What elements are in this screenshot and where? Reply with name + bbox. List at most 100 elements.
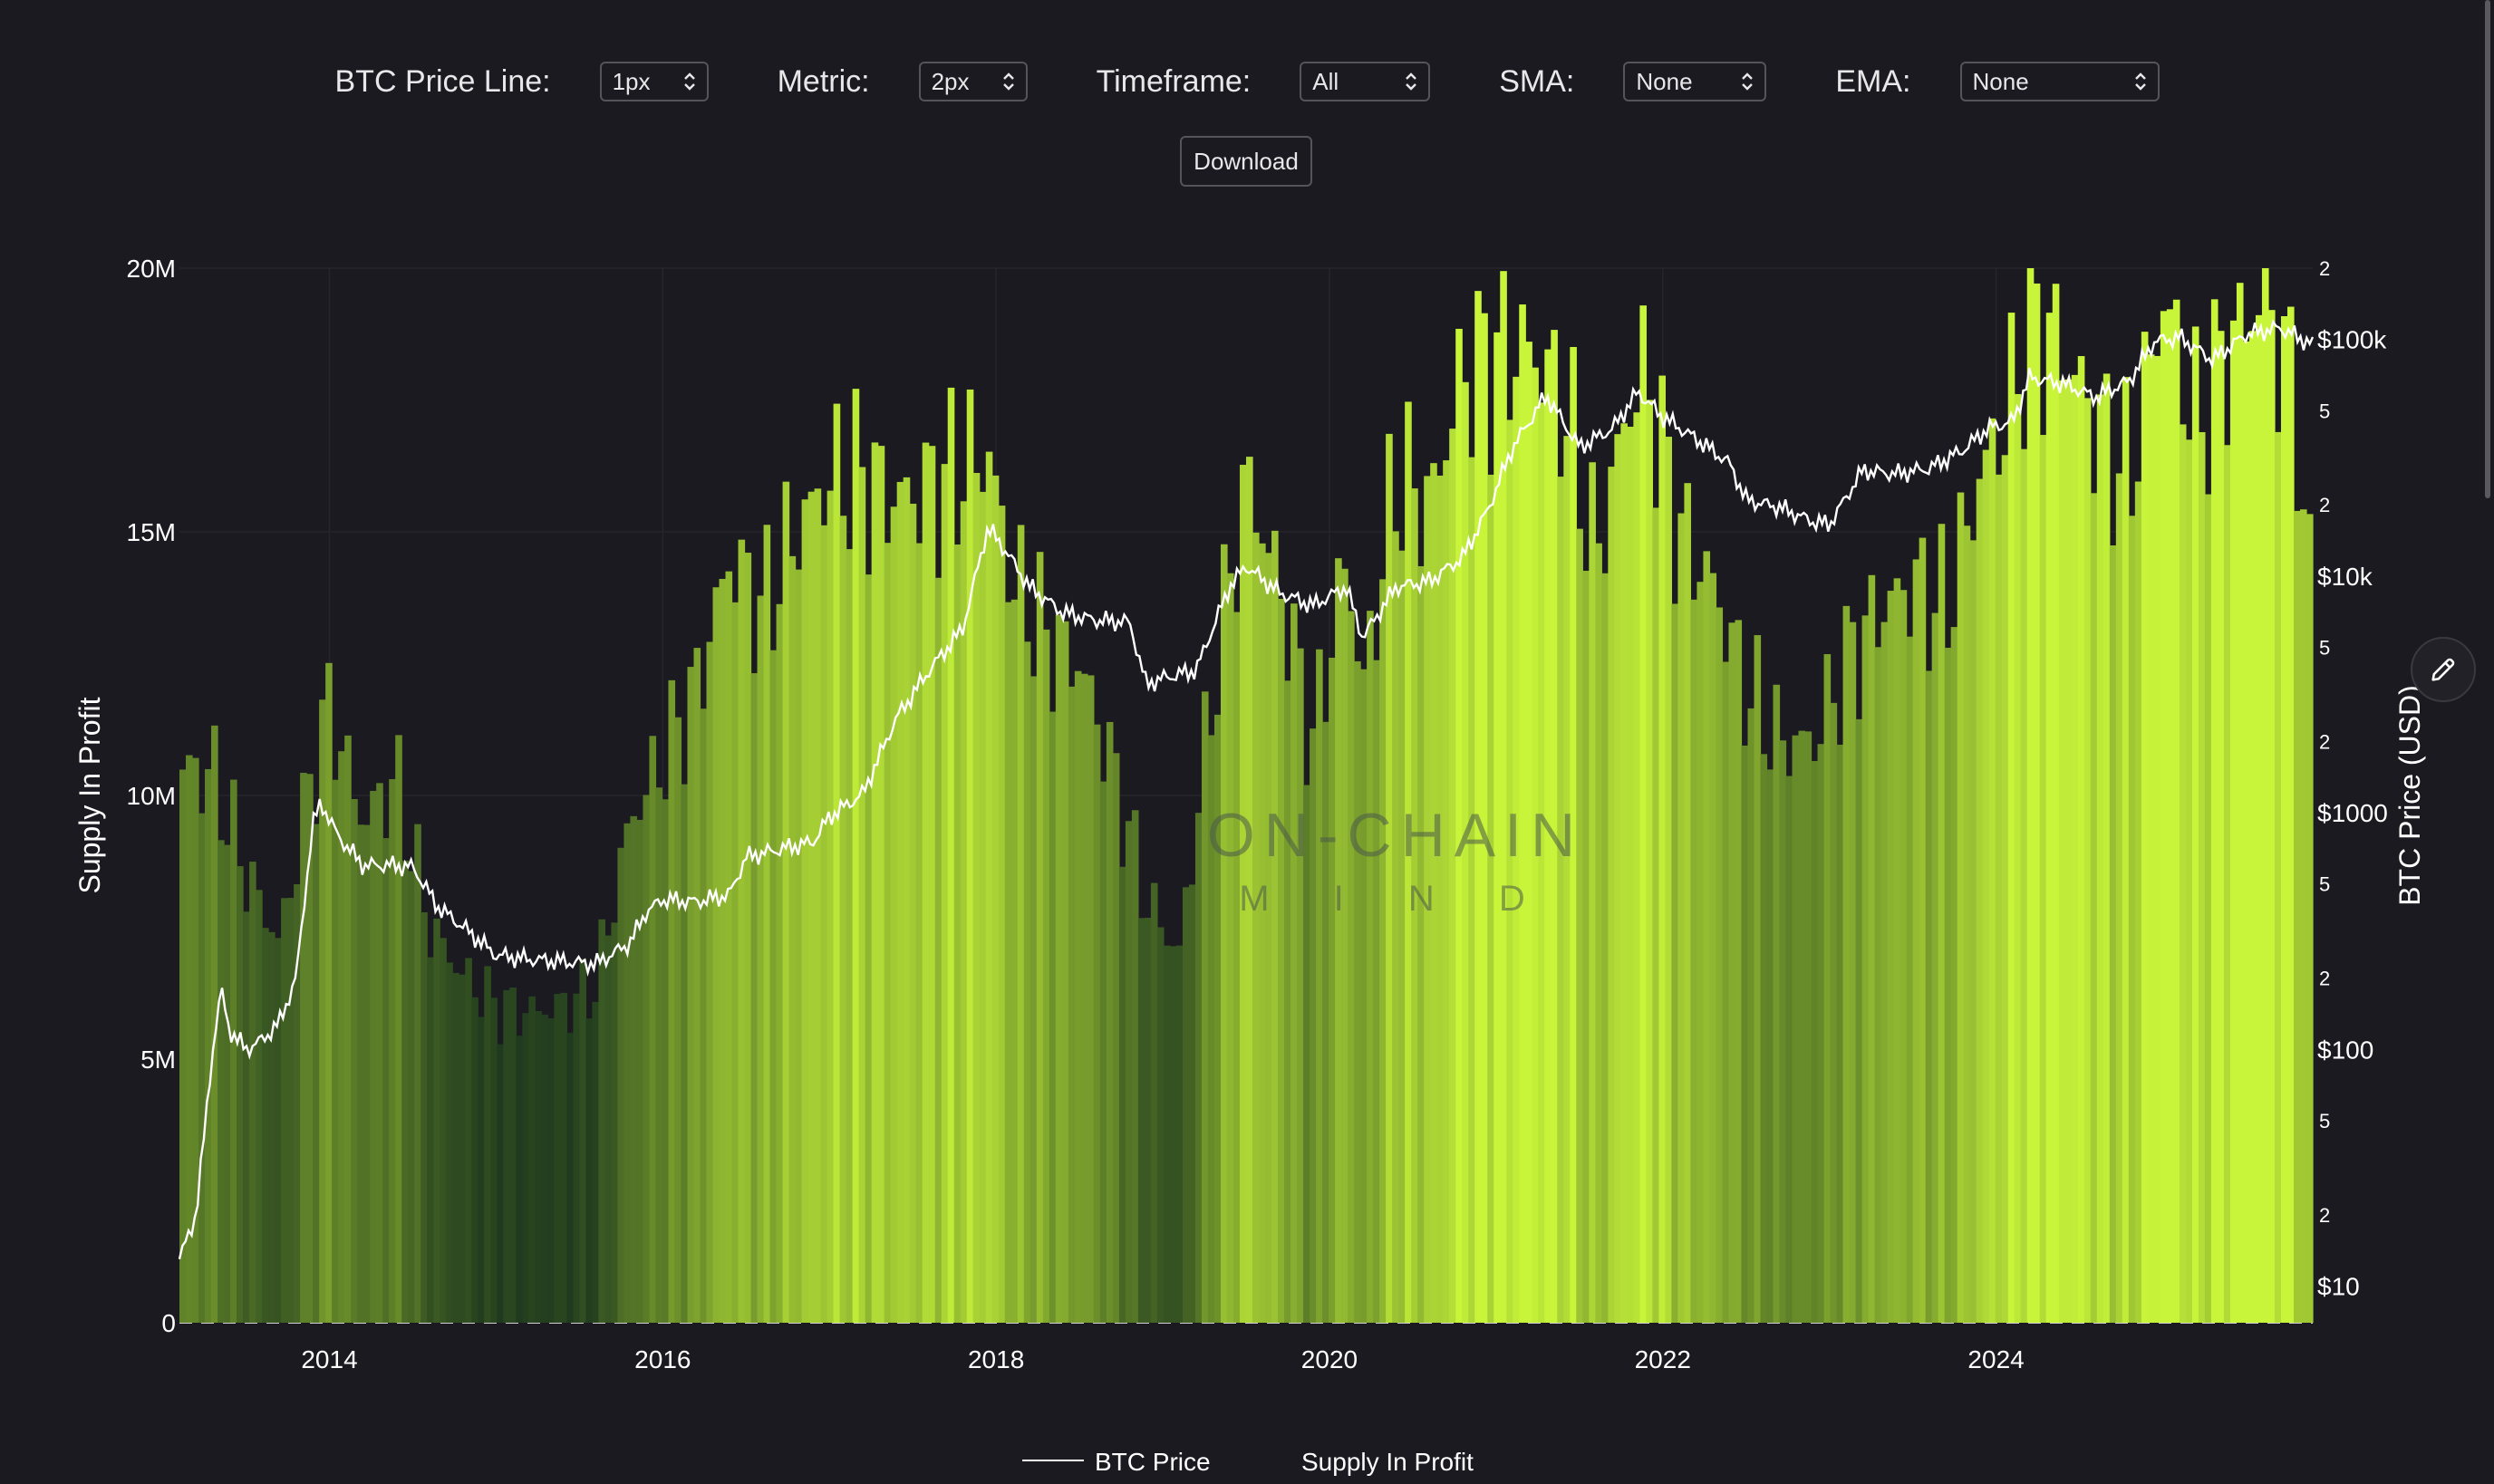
supply-bar xyxy=(541,1014,548,1323)
supply-bar xyxy=(1658,375,1666,1323)
supply-bar xyxy=(1137,918,1146,1323)
supply-bar xyxy=(1036,552,1044,1323)
supply-bar xyxy=(896,481,904,1323)
supply-bar xyxy=(1665,437,1672,1323)
supply-bar xyxy=(1519,304,1526,1323)
supply-bar xyxy=(1348,611,1355,1323)
supply-bar xyxy=(1023,641,1031,1323)
supply-bar xyxy=(1804,731,1812,1323)
supply-bar xyxy=(198,813,206,1323)
price-line-label: BTC Price Line: xyxy=(334,63,551,99)
supply-bar xyxy=(2280,316,2288,1323)
scrollbar[interactable] xyxy=(2485,0,2490,498)
chevron-updown-icon xyxy=(1406,72,1417,91)
supply-bar xyxy=(585,1018,593,1323)
supply-bar xyxy=(325,662,333,1323)
price-line-select[interactable]: 1px xyxy=(599,62,709,101)
x-axis: 2014 2016 2018 2020 2022 2024 xyxy=(301,1345,2024,1373)
supply-bar xyxy=(1424,476,1431,1323)
supply-bar xyxy=(1773,684,1781,1323)
supply-bar xyxy=(903,477,911,1323)
sma-select[interactable]: None xyxy=(1623,62,1767,101)
supply-bar xyxy=(674,717,682,1323)
sma-value: None xyxy=(1636,67,1693,95)
supply-bar xyxy=(2096,394,2104,1324)
ema-select[interactable]: None xyxy=(1959,62,2160,101)
supply-bar xyxy=(941,464,949,1323)
supply-bar xyxy=(516,1036,523,1323)
supply-bar xyxy=(953,544,962,1323)
y-left-tick-label: 15M xyxy=(127,518,176,546)
supply-bar xyxy=(2064,379,2073,1324)
supply-bar xyxy=(2236,283,2244,1324)
supply-bar xyxy=(966,389,974,1324)
chevron-updown-icon xyxy=(2134,72,2146,91)
supply-bar xyxy=(1544,349,1552,1323)
supply-bar xyxy=(1335,558,1342,1323)
chevron-updown-icon xyxy=(683,72,695,91)
supply-bar xyxy=(2147,354,2155,1323)
supply-bar xyxy=(1468,457,1475,1323)
supply-bar xyxy=(1754,635,1762,1323)
y-axis-left: 0 5M 10M 15M 20M xyxy=(127,255,176,1337)
supply-bar xyxy=(2204,494,2212,1323)
metric-value: 2px xyxy=(931,67,970,95)
supply-bar xyxy=(420,911,428,1323)
metric-select[interactable]: 2px xyxy=(918,62,1028,101)
supply-bar xyxy=(1830,702,1838,1323)
supply-bar xyxy=(1880,622,1889,1323)
supply-bar xyxy=(611,922,619,1323)
supply-bar xyxy=(1169,946,1177,1323)
supply-bar xyxy=(1310,728,1317,1323)
supply-bar xyxy=(1087,675,1095,1323)
x-tick-label: 2022 xyxy=(1635,1345,1691,1373)
supply-bar xyxy=(1532,367,1539,1324)
x-tick-label: 2014 xyxy=(301,1345,357,1373)
sma-control: SMA: None xyxy=(1499,62,1767,101)
supply-bar xyxy=(2122,377,2130,1324)
supply-bar xyxy=(820,525,828,1323)
supply-bar xyxy=(2293,510,2301,1323)
supply-bar xyxy=(2052,284,2060,1324)
supply-bar xyxy=(1938,524,1946,1323)
supply-bar xyxy=(2198,432,2206,1323)
supply-bar xyxy=(1462,381,1469,1323)
supply-bar xyxy=(643,795,651,1323)
timeframe-select[interactable]: All xyxy=(1300,62,1431,101)
supply-bar xyxy=(2077,356,2085,1323)
supply-bar xyxy=(2071,374,2079,1323)
supply-bar xyxy=(2306,514,2314,1323)
supply-bar xyxy=(1944,647,1952,1323)
supply-bar xyxy=(414,824,421,1323)
supply-bar xyxy=(839,516,847,1323)
supply-bar xyxy=(1239,465,1247,1323)
y-right-minor-tick-label: 5 xyxy=(2319,636,2330,659)
supply-bar xyxy=(1963,525,1971,1323)
supply-bar xyxy=(1398,550,1406,1323)
supply-bar xyxy=(624,823,632,1323)
supply-bar xyxy=(2255,314,2263,1324)
supply-bar xyxy=(1207,735,1215,1323)
supply-bar xyxy=(1677,513,1686,1323)
supply-bar xyxy=(1703,551,1711,1323)
supply-bar xyxy=(852,389,860,1323)
supply-bar xyxy=(1367,611,1374,1323)
edit-button[interactable] xyxy=(2411,637,2476,702)
supply-bar xyxy=(1601,573,1609,1323)
download-button[interactable]: Download xyxy=(1180,136,1312,187)
supply-bar xyxy=(446,962,453,1323)
supply-bar xyxy=(1297,648,1304,1323)
supply-bar xyxy=(630,815,638,1323)
supply-bar xyxy=(1893,578,1901,1323)
supply-bar xyxy=(928,446,936,1323)
supply-bar xyxy=(1049,711,1057,1323)
supply-bar xyxy=(1919,537,1927,1323)
supply-bar xyxy=(427,957,434,1323)
supply-bar xyxy=(744,553,752,1323)
supply-bar xyxy=(1836,744,1844,1323)
watermark-line1: ON-CHAIN xyxy=(1207,801,1584,870)
supply-bar xyxy=(313,824,320,1323)
supply-bar xyxy=(579,959,586,1323)
supply-bar xyxy=(1595,543,1602,1323)
supply-bar xyxy=(1652,507,1659,1323)
